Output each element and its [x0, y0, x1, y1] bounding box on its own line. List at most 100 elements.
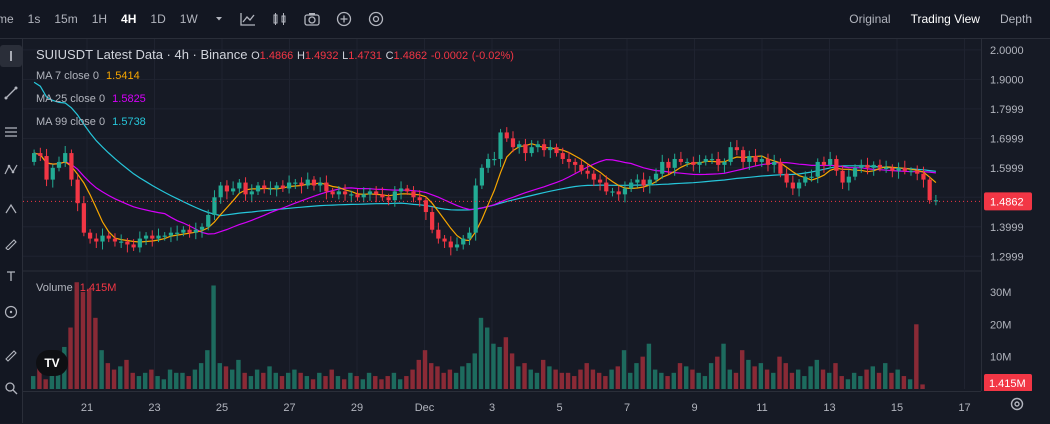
price-chart[interactable] [23, 39, 981, 391]
timeframe-1d[interactable]: 1D [150, 12, 166, 26]
fib-tool-icon[interactable] [0, 121, 22, 143]
crosshair-circle-icon[interactable] [368, 11, 384, 27]
pattern-tool-icon[interactable] [0, 159, 22, 181]
pin-tool-icon[interactable] [0, 301, 22, 323]
price-tick-label: 1.5999 [990, 163, 1024, 175]
price-axis[interactable]: 2.0000 1.9000 1.7999 1.6999 1.5999 1.3999 1.29… [981, 39, 1050, 391]
candle-body [56, 161, 62, 168]
candle-body [697, 161, 702, 165]
candle-body [231, 188, 236, 192]
candle-body [629, 182, 634, 189]
candle-body [249, 191, 254, 195]
volume-bar [702, 376, 708, 389]
volume-bar [335, 376, 341, 389]
candle-body [473, 185, 478, 233]
candle-body [846, 176, 851, 183]
ma7-legend[interactable]: MA 7 close 0 1.5414 [36, 70, 140, 82]
volume-bar [827, 372, 832, 389]
volume-bar [167, 369, 173, 389]
ma25-legend[interactable]: MA 25 close 0 1.5825 [36, 93, 146, 105]
candle-body [380, 194, 385, 198]
volume-bar [385, 376, 390, 389]
candle-body [877, 164, 883, 168]
candle-body [585, 170, 590, 174]
indicator-chart-icon[interactable] [240, 12, 256, 26]
candle-body [498, 132, 503, 159]
camera-icon[interactable] [304, 12, 320, 26]
price-tick-label: 1.9000 [990, 74, 1024, 86]
brush-tool-icon[interactable] [0, 232, 22, 254]
ma99-legend[interactable]: MA 99 close 0 1.5738 [36, 116, 146, 128]
volume-legend[interactable]: Volume 1.415M [36, 282, 116, 294]
candle-body [660, 161, 665, 174]
volume-bar [230, 369, 235, 389]
volume-bar [876, 372, 882, 389]
volume-bar [858, 376, 863, 389]
text-tool-icon[interactable] [0, 265, 22, 287]
view-original[interactable]: Original [849, 12, 891, 26]
volume-bar [864, 369, 869, 389]
volume-bar [528, 369, 533, 389]
volume-bar [485, 327, 490, 389]
time-tick-label: Dec [415, 402, 435, 414]
volume-bar [696, 372, 701, 389]
candle-body [398, 188, 404, 192]
volume-bar [572, 376, 577, 389]
candle-body [740, 150, 746, 162]
candle-body [691, 161, 696, 165]
volume-bar [503, 337, 509, 389]
timeframe-4h[interactable]: 4H [121, 12, 137, 26]
timeframe-1w[interactable]: 1W [179, 12, 198, 26]
volume-bar [516, 366, 521, 389]
candles-icon[interactable] [272, 12, 288, 26]
tradingview-logo-icon[interactable]: TV [36, 350, 68, 376]
settings-gear-icon[interactable] [1009, 396, 1025, 415]
zoom-tool-icon[interactable] [0, 377, 22, 399]
cursor-tool-icon[interactable] [0, 45, 22, 67]
volume-bar [845, 379, 851, 389]
volume-bar [746, 359, 751, 389]
volume-bar [491, 343, 496, 389]
candle-body [884, 167, 889, 170]
candle-body [50, 167, 55, 180]
volume-bar [883, 363, 888, 389]
candle-body [927, 179, 932, 201]
volume-bar [771, 372, 776, 389]
chevron-down-icon[interactable] [214, 14, 224, 24]
time-axis[interactable]: 21 23 25 27 29 Dec 3 5 7 9 11 13 15 17 [23, 391, 981, 424]
timeframe-15m[interactable]: 15m [54, 12, 78, 26]
volume-bar [441, 372, 446, 389]
timeframe-1h[interactable]: 1H [91, 12, 108, 26]
candle-body [299, 182, 304, 186]
ma25-value: 1.5825 [112, 93, 146, 105]
volume-bar [715, 356, 720, 389]
candle-body [722, 161, 727, 165]
timeframe-1s[interactable]: 1s [27, 12, 41, 26]
view-depth[interactable]: Depth [999, 12, 1032, 26]
candle-body [579, 164, 584, 171]
candle-body [342, 191, 348, 195]
candle-body [156, 235, 161, 239]
change-value: -0.0002 [430, 50, 469, 62]
volume-bar [733, 372, 739, 389]
candle-body [790, 182, 795, 189]
candle-body [467, 232, 472, 239]
volume-bar [453, 372, 459, 389]
timeframe-time[interactable]: me [0, 12, 14, 26]
view-trading-view[interactable]: Trading View [910, 12, 980, 26]
candle-body [119, 241, 124, 243]
candle-body [324, 182, 329, 192]
candle-body [442, 238, 447, 242]
candle-body [772, 161, 777, 165]
add-circle-icon[interactable] [336, 11, 352, 27]
volume-bar [404, 376, 409, 389]
projection-tool-icon[interactable] [0, 197, 22, 219]
volume-bar [690, 369, 695, 389]
volume-bar [615, 366, 621, 389]
trendline-tool-icon[interactable] [0, 82, 22, 104]
candle-body [162, 235, 167, 237]
ruler-tool-icon[interactable] [0, 345, 22, 367]
candle-body [535, 144, 540, 148]
volume-bar [540, 359, 546, 389]
candle-body [784, 173, 789, 183]
